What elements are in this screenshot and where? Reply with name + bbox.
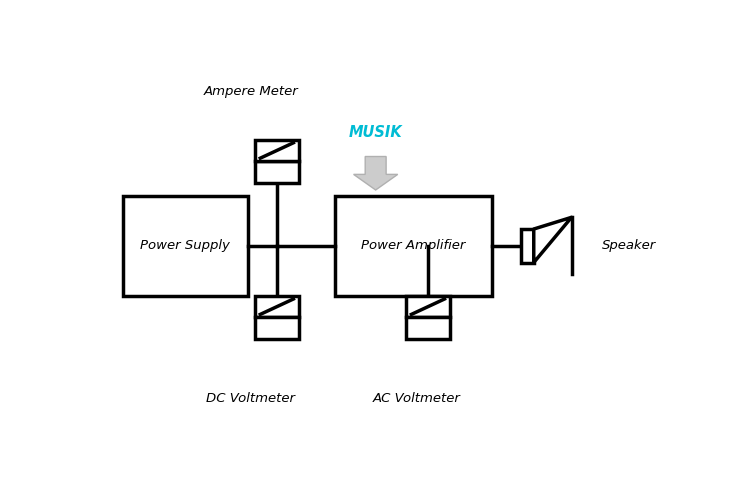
Text: MUSIK: MUSIK	[349, 125, 403, 140]
Bar	[406, 296, 450, 317]
Bar	[255, 296, 298, 317]
Bar	[255, 161, 298, 183]
Polygon shape	[353, 156, 398, 190]
Text: Speaker: Speaker	[602, 239, 656, 252]
Bar	[123, 196, 248, 296]
Bar	[255, 140, 298, 161]
Text: AC Voltmeter: AC Voltmeter	[373, 392, 460, 405]
Bar	[521, 229, 534, 262]
Bar	[406, 317, 450, 339]
Bar	[335, 196, 492, 296]
Text: Power Supply: Power Supply	[140, 239, 230, 252]
Polygon shape	[534, 217, 572, 262]
Text: Ampere Meter: Ampere Meter	[203, 85, 298, 98]
Text: DC Voltmeter: DC Voltmeter	[206, 392, 296, 405]
Bar	[255, 317, 298, 339]
Text: Power Amplifier: Power Amplifier	[362, 239, 466, 252]
